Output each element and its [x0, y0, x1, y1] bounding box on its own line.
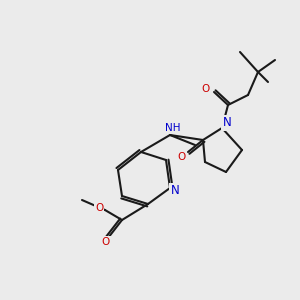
Text: O: O [178, 152, 186, 162]
Text: O: O [95, 203, 103, 213]
Text: NH: NH [165, 123, 181, 133]
Text: N: N [223, 116, 231, 130]
Text: O: O [102, 237, 110, 247]
Text: N: N [171, 184, 179, 197]
Text: O: O [202, 84, 210, 94]
